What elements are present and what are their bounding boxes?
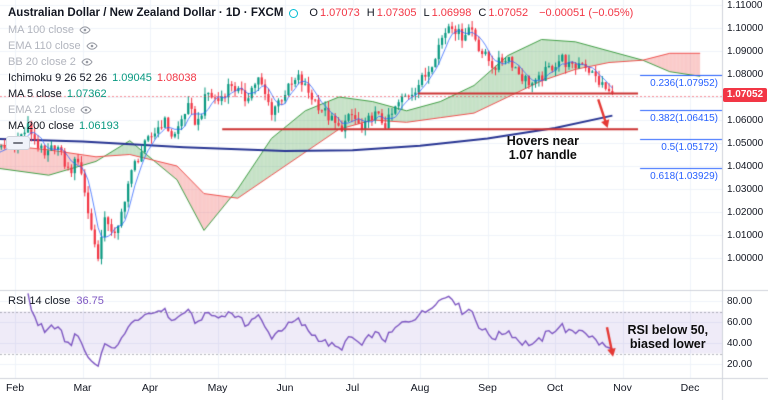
price-axis-label: 1.00000 bbox=[727, 253, 764, 264]
pane-collapse-button[interactable] bbox=[6, 136, 30, 150]
indicator-value: 1.09045 bbox=[112, 72, 152, 84]
legend-indicator-row[interactable]: MA 100 close bbox=[8, 22, 633, 38]
market-status-icon bbox=[289, 8, 299, 18]
indicator-label: EMA 21 close bbox=[8, 104, 76, 116]
symbol-title-row[interactable]: Australian Dollar / New Zealand Dollar ·… bbox=[8, 4, 633, 22]
rsi-axis-label: 20.00 bbox=[727, 359, 753, 370]
ohlc-value: 1.07052 bbox=[488, 7, 529, 19]
indicator-label: EMA 110 close bbox=[8, 40, 81, 52]
time-axis-label: Jul bbox=[345, 382, 360, 394]
visibility-off-icon[interactable] bbox=[85, 40, 98, 52]
ohlc-label: O bbox=[309, 7, 318, 19]
time-axis-label: Nov bbox=[613, 382, 632, 394]
price-axis-label: 1.03000 bbox=[727, 184, 764, 195]
ohlc-label: L bbox=[423, 7, 430, 19]
time-axis-label: Sep bbox=[478, 382, 497, 394]
change-value: −0.00051 (−0.05%) bbox=[539, 7, 634, 19]
main-legend: Australian Dollar / New Zealand Dollar ·… bbox=[8, 4, 633, 134]
price-axis-label: 1.01000 bbox=[727, 230, 764, 241]
indicator-label: BB 20 close 2 bbox=[8, 56, 76, 68]
legend-indicator-row[interactable]: MA 5 close 1.07362 bbox=[8, 86, 633, 102]
indicator-label: Ichimoku 9 26 52 26 bbox=[8, 72, 108, 84]
minus-icon bbox=[13, 142, 23, 144]
note-line: biased lower bbox=[629, 336, 706, 351]
note-line: 1.07 handle bbox=[508, 147, 577, 162]
price-axis-label: 1.08000 bbox=[727, 69, 764, 80]
ohlc-label: C bbox=[478, 7, 487, 19]
ohlc-values: O 1.07073 H 1.07305 L 1.06998 C 1.07052 bbox=[304, 7, 528, 19]
ohlc-value: 1.07305 bbox=[376, 7, 417, 19]
visibility-off-icon[interactable] bbox=[79, 24, 91, 36]
indicator-label: MA 100 close bbox=[8, 24, 75, 36]
time-axis-label: Oct bbox=[546, 382, 564, 394]
legend-indicator-row[interactable]: MA 200 close 1.06193 bbox=[8, 118, 633, 134]
price-axis-label: 1.09000 bbox=[727, 46, 764, 57]
legend-indicator-row[interactable]: Ichimoku 9 26 52 26 1.09045 1.08038 bbox=[8, 70, 633, 86]
time-axis-label: Jun bbox=[276, 382, 294, 394]
rsi-note[interactable]: RSI below 50, biased lower bbox=[612, 323, 724, 351]
time-axis-label: Feb bbox=[5, 382, 25, 394]
visibility-off-icon[interactable] bbox=[81, 56, 93, 68]
ohlc-value: 1.07073 bbox=[319, 7, 360, 19]
time-axis-label: Apr bbox=[141, 382, 159, 394]
time-axis[interactable]: Feb Mar Apr May Jun Jul Aug Sep Oct Nov Dec bbox=[0, 378, 768, 400]
indicator-value: 1.06193 bbox=[79, 120, 119, 132]
rsi-value: 36.75 bbox=[76, 295, 104, 307]
price-axis-label: 1.06000 bbox=[727, 115, 764, 126]
time-axis-label: Dec bbox=[680, 382, 700, 394]
indicator-label: MA 200 close bbox=[8, 120, 75, 132]
indicator-value: 1.08038 bbox=[156, 72, 197, 84]
price-axis-label: 1.02000 bbox=[727, 207, 764, 218]
rsi-axis-label: 80.00 bbox=[727, 296, 753, 307]
rsi-axis-label: 40.00 bbox=[727, 338, 753, 349]
last-price-badge: 1.07052 bbox=[723, 87, 767, 102]
visibility-off-icon[interactable] bbox=[80, 104, 92, 116]
indicator-value: 1.07362 bbox=[66, 88, 107, 100]
ohlc-label: H bbox=[366, 7, 375, 19]
note-line: RSI below 50, bbox=[627, 322, 709, 337]
time-axis-label: Aug bbox=[410, 382, 430, 394]
ohlc-value: 1.06998 bbox=[431, 7, 472, 19]
rsi-axis-label: 60.00 bbox=[727, 317, 753, 328]
symbol-title[interactable]: Australian Dollar / New Zealand Dollar ·… bbox=[8, 7, 284, 19]
note-line: Hovers near bbox=[506, 133, 579, 148]
indicator-legend-list: MA 100 close EMA 110 close BB 20 close 2 Ic… bbox=[8, 22, 633, 134]
price-axis-label: 1.04000 bbox=[727, 161, 764, 172]
indicator-label: MA 5 close bbox=[8, 88, 62, 100]
rsi-indicator-name: RSI 14 close bbox=[8, 295, 71, 307]
legend-indicator-row[interactable]: BB 20 close 2 bbox=[8, 54, 633, 70]
rsi-axis[interactable]: 80.00 60.00 40.00 20.00 bbox=[722, 0, 768, 400]
time-axis-label: Mar bbox=[73, 382, 92, 394]
price-axis-label: 1.10000 bbox=[727, 23, 764, 34]
legend-indicator-row[interactable]: EMA 21 close bbox=[8, 102, 633, 118]
price-axis-label: 1.05000 bbox=[727, 138, 764, 149]
chart-note[interactable]: Hovers near 1.07 handle bbox=[481, 134, 605, 162]
price-axis-label: 1.11000 bbox=[727, 0, 763, 11]
rsi-legend[interactable]: RSI 14 close 36.75 bbox=[8, 295, 104, 307]
legend-indicator-row[interactable]: EMA 110 close bbox=[8, 38, 633, 54]
time-axis-label: May bbox=[207, 382, 228, 394]
